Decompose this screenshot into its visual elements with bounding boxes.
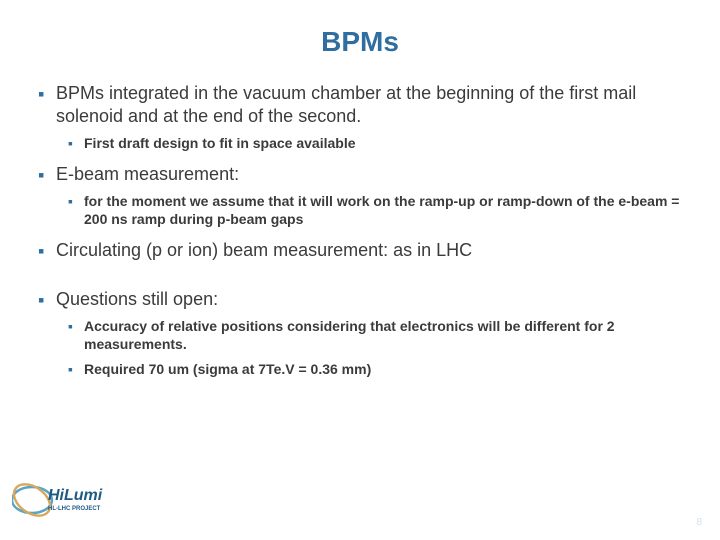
bullet-item: Questions still open: Accuracy of relati… <box>56 288 682 378</box>
sub-bullet-list: for the moment we assume that it will wo… <box>56 192 682 229</box>
sub-bullet-text: Required 70 um (sigma at 7Te.V = 0.36 mm… <box>84 361 371 377</box>
sub-bullet-item: Accuracy of relative positions consideri… <box>84 317 682 354</box>
bullet-text: Questions still open: <box>56 289 218 309</box>
sub-bullet-text: First draft design to fit in space avail… <box>84 135 356 151</box>
logo-text-top: HiLumi <box>48 487 103 504</box>
bullet-list: BPMs integrated in the vacuum chamber at… <box>38 82 682 378</box>
page-number: 8 <box>696 517 702 528</box>
sub-bullet-text: for the moment we assume that it will wo… <box>84 193 679 227</box>
bullet-item: BPMs integrated in the vacuum chamber at… <box>56 82 682 153</box>
sub-bullet-list: Accuracy of relative positions consideri… <box>56 317 682 378</box>
sub-bullet-item: for the moment we assume that it will wo… <box>84 192 682 229</box>
logo-text-bottom: HL-LHC PROJECT <box>48 506 101 512</box>
bullet-text: BPMs integrated in the vacuum chamber at… <box>56 83 636 126</box>
logo-svg: HiLumi HL-LHC PROJECT <box>12 478 114 518</box>
bullet-item: Circulating (p or ion) beam measurement:… <box>56 239 682 262</box>
slide-body: BPMs integrated in the vacuum chamber at… <box>38 82 682 388</box>
bullet-item: E-beam measurement: for the moment we as… <box>56 163 682 229</box>
sub-bullet-item: Required 70 um (sigma at 7Te.V = 0.36 mm… <box>84 360 682 378</box>
slide: BPMs BPMs integrated in the vacuum chamb… <box>0 0 720 540</box>
sub-bullet-item: First draft design to fit in space avail… <box>84 134 682 152</box>
sub-bullet-text: Accuracy of relative positions consideri… <box>84 318 615 352</box>
bullet-text: E-beam measurement: <box>56 164 239 184</box>
slide-title: BPMs <box>0 26 720 58</box>
hilumi-logo: HiLumi HL-LHC PROJECT <box>12 478 114 518</box>
bullet-text: Circulating (p or ion) beam measurement:… <box>56 240 472 260</box>
sub-bullet-list: First draft design to fit in space avail… <box>56 134 682 152</box>
